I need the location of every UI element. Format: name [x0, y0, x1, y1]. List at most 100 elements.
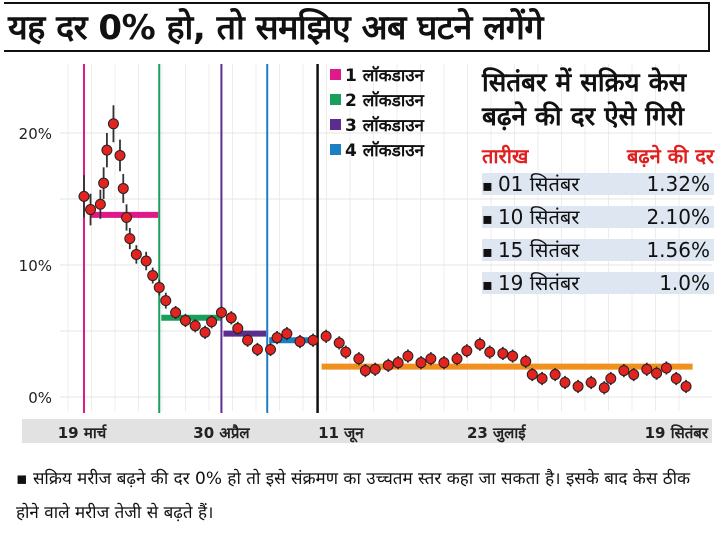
data-point	[179, 314, 191, 326]
legend: 1 लॉकडाउन 2 लॉकडाउन 3 लॉकडाउन 4 लॉकडाउन	[330, 62, 424, 162]
data-point	[107, 118, 119, 130]
data-point	[651, 367, 663, 379]
data-point	[618, 365, 630, 377]
data-point	[425, 353, 437, 365]
data-point	[474, 338, 486, 350]
data-point	[153, 281, 165, 293]
data-point	[333, 337, 345, 349]
footnote: ▪ सक्रिय मरीज बढ़ने की दर 0% हो तो इसे स…	[16, 469, 691, 523]
data-point	[670, 373, 682, 385]
data-point	[251, 343, 263, 355]
data-point	[320, 330, 332, 342]
data-point	[340, 346, 352, 358]
data-point	[353, 353, 365, 365]
legend-item: 3 लॉकडाउन	[330, 112, 424, 137]
data-point	[307, 334, 319, 346]
data-point	[147, 270, 159, 282]
footnote-text: सक्रिय मरीज बढ़ने की दर 0% हो तो इसे संक…	[16, 469, 691, 523]
table-row: 19 सितंबर 1.0%	[482, 272, 714, 294]
data-point	[382, 359, 394, 371]
data-point	[281, 328, 293, 340]
data-point	[85, 204, 97, 216]
data-point	[117, 182, 129, 194]
table-header: तारीख बढ़ने की दर	[482, 142, 714, 169]
headline: यह दर 0% हो, तो समझिए अब घटने लगेंगे	[4, 2, 710, 52]
x-tick-label: 19 मार्च	[58, 424, 108, 442]
data-point	[461, 345, 473, 357]
row-date: 01 सितंबर	[482, 173, 580, 195]
data-point	[641, 363, 653, 375]
data-point	[605, 373, 617, 385]
data-point	[680, 380, 692, 392]
table-row: 15 सितंबर 1.56%	[482, 239, 714, 261]
data-point	[140, 255, 152, 267]
legend-swatch	[330, 94, 341, 105]
data-point	[225, 312, 237, 324]
legend-swatch	[330, 144, 341, 155]
data-point	[559, 376, 571, 388]
data-point	[206, 316, 218, 328]
data-point	[170, 307, 182, 319]
y-tick-label: 0%	[28, 389, 52, 407]
x-tick-label: 19 सितंबर	[645, 424, 709, 442]
data-point	[402, 350, 414, 362]
data-point	[484, 346, 496, 358]
data-point	[78, 190, 90, 202]
growth-rate-chart: 0% 10% 20% 19 मार्च 30 अप्रैल 11 जून 23 जुलाई 1…	[19, 64, 712, 443]
legend-item: 2 लॉकडाउन	[330, 87, 424, 112]
data-point	[359, 365, 371, 377]
legend-swatch	[330, 69, 341, 80]
data-point	[121, 211, 133, 223]
data-point	[232, 322, 244, 334]
data-point	[369, 363, 381, 375]
september-rate-table: सितंबर में सक्रिय केस बढ़ने की दर ऐसे गि…	[482, 66, 714, 305]
data-point	[497, 347, 509, 359]
data-point	[660, 362, 672, 374]
header-rate: बढ़ने की दर	[626, 144, 714, 168]
data-point	[294, 336, 306, 348]
data-point	[160, 295, 172, 307]
data-point	[215, 307, 227, 319]
x-tick-label: 30 अप्रैल	[193, 424, 250, 442]
data-point	[271, 332, 283, 344]
data-point	[265, 343, 277, 355]
data-point	[526, 369, 538, 381]
row-date: 10 सितंबर	[482, 206, 580, 228]
row-rate: 1.32%	[646, 172, 710, 196]
legend-label: 1 लॉकडाउन	[345, 66, 424, 86]
data-point	[628, 369, 640, 381]
data-point	[415, 357, 427, 369]
data-point	[242, 334, 254, 346]
data-point	[189, 320, 201, 332]
legend-item: 1 लॉकडाउन	[330, 62, 424, 87]
data-point	[572, 380, 584, 392]
legend-swatch	[330, 119, 341, 130]
data-point	[94, 198, 106, 210]
data-point	[536, 373, 548, 385]
row-rate: 2.10%	[646, 205, 710, 229]
data-point	[438, 357, 450, 369]
table-title: सितंबर में सक्रिय केस बढ़ने की दर ऐसे गि…	[482, 68, 687, 132]
header-date: तारीख	[482, 144, 529, 168]
legend-label: 3 लॉकडाउन	[345, 116, 424, 136]
data-point	[549, 369, 561, 381]
row-rate: 1.0%	[659, 271, 710, 295]
data-point	[451, 353, 463, 365]
x-tick-label: 23 जुलाई	[467, 424, 527, 443]
table-row: 10 सितंबर 2.10%	[482, 206, 714, 228]
data-point	[199, 326, 211, 338]
row-date: 15 सितंबर	[482, 239, 580, 261]
legend-label: 2 लॉकडाउन	[345, 91, 424, 111]
x-tick-label: 11 जून	[318, 424, 364, 443]
data-point	[392, 357, 404, 369]
row-rate: 1.56%	[646, 238, 710, 262]
table-row: 01 सितंबर 1.32%	[482, 173, 714, 195]
data-point	[585, 376, 597, 388]
data-point	[101, 144, 113, 156]
x-axis-band	[22, 419, 712, 443]
y-tick-label: 10%	[19, 257, 52, 275]
legend-item: 4 लॉकडाउन	[330, 137, 424, 162]
y-tick-label: 20%	[19, 125, 52, 143]
data-point	[114, 149, 126, 161]
data-point	[507, 350, 519, 362]
